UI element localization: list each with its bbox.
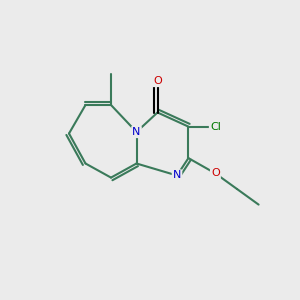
Text: N: N — [173, 170, 181, 181]
Text: O: O — [211, 168, 220, 178]
Text: N: N — [173, 170, 181, 181]
Text: O: O — [211, 168, 220, 178]
Text: Cl: Cl — [210, 122, 221, 132]
Text: Cl: Cl — [210, 122, 221, 132]
Text: N: N — [132, 127, 141, 137]
Text: N: N — [132, 127, 141, 137]
Text: O: O — [153, 76, 162, 86]
Text: O: O — [153, 76, 162, 86]
